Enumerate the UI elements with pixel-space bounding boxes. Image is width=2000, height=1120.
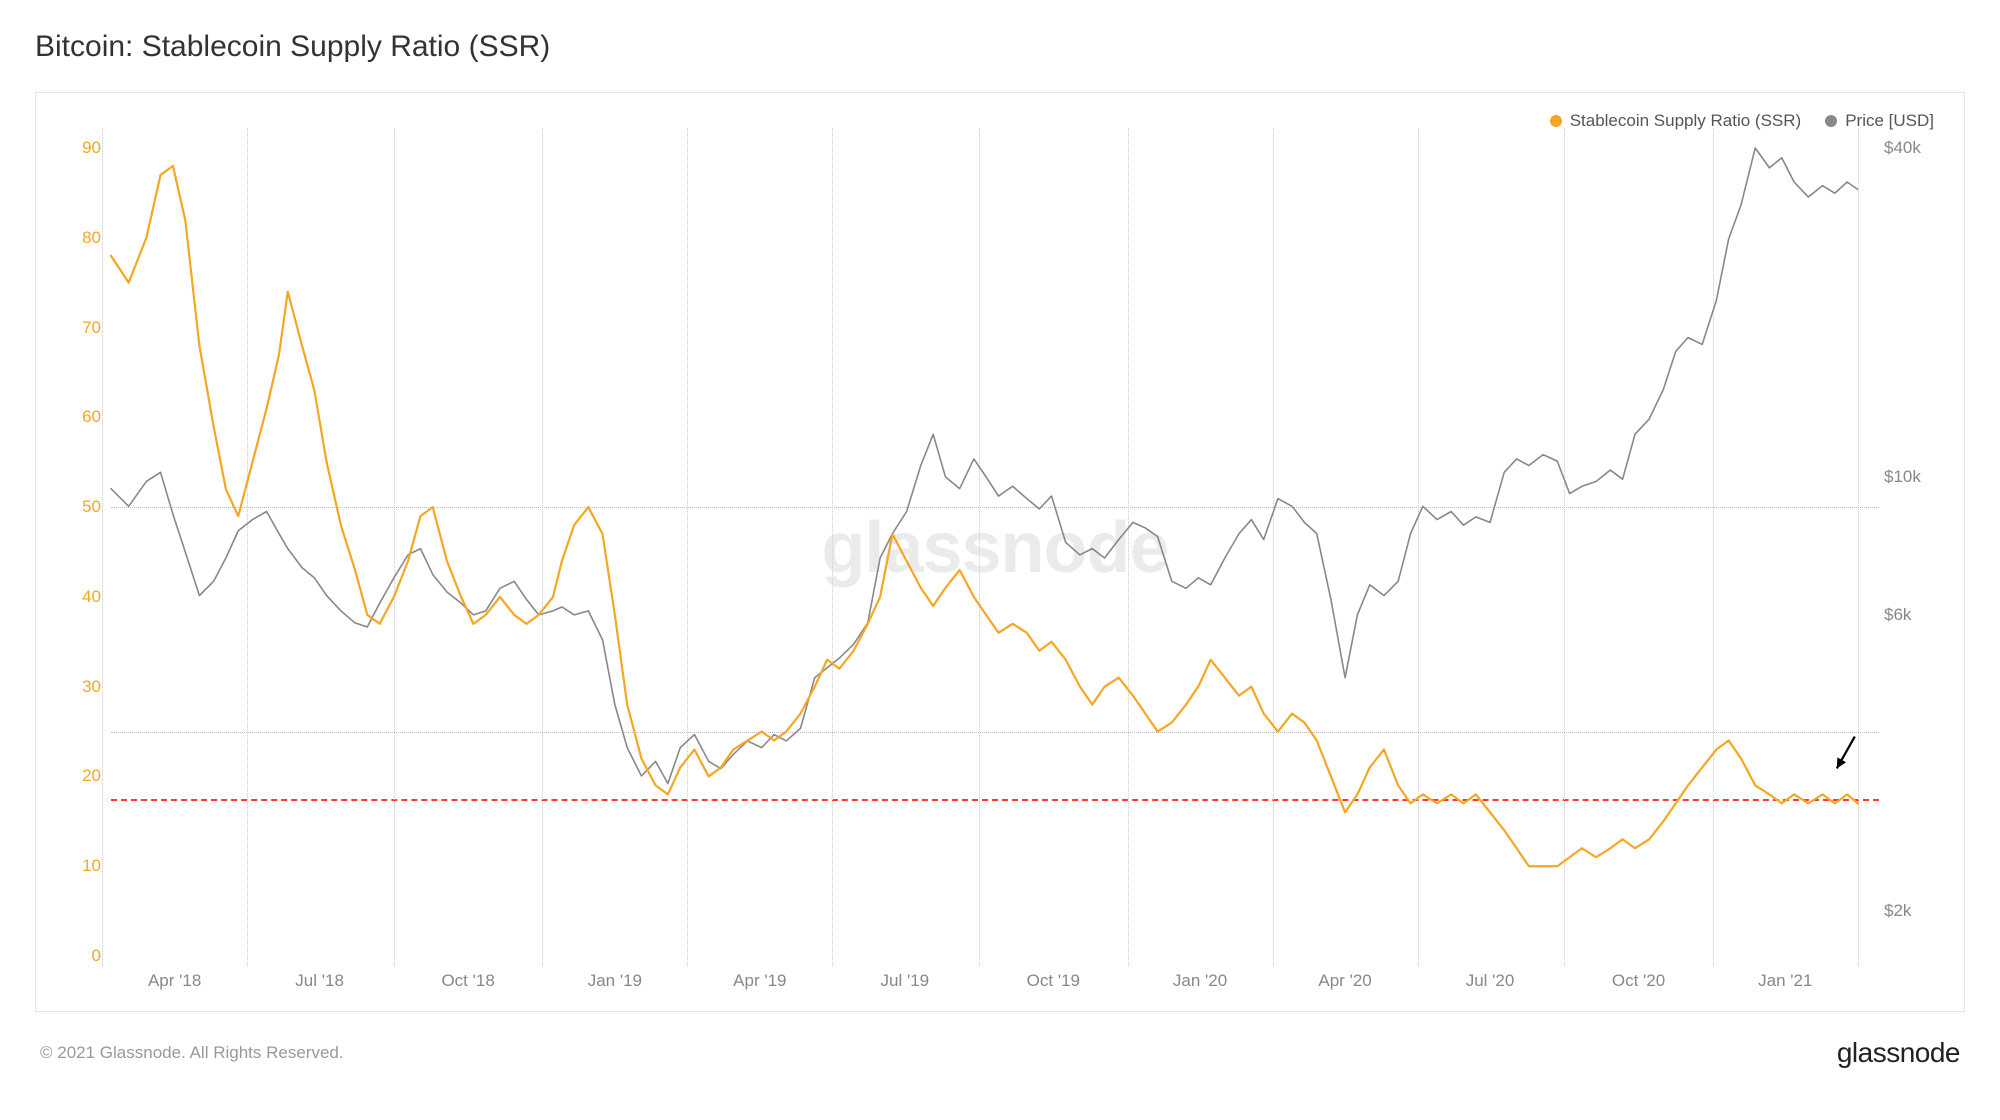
chart-container: Stablecoin Supply Ratio (SSR) Price [USD… bbox=[35, 92, 1965, 1012]
y-left-tick: 70 bbox=[66, 318, 101, 338]
y-right-tick: $6k bbox=[1884, 605, 1944, 625]
y-left-tick: 80 bbox=[66, 228, 101, 248]
legend: Stablecoin Supply Ratio (SSR) Price [USD… bbox=[1550, 111, 1934, 131]
x-tick: Apr '19 bbox=[733, 971, 786, 991]
y-left-tick: 60 bbox=[66, 407, 101, 427]
x-tick: Jul '20 bbox=[1466, 971, 1515, 991]
y-left-tick: 0 bbox=[66, 946, 101, 966]
y-left-tick: 10 bbox=[66, 856, 101, 876]
x-tick: Apr '20 bbox=[1318, 971, 1371, 991]
x-tick: Jan '20 bbox=[1173, 971, 1227, 991]
x-tick: Oct '18 bbox=[441, 971, 494, 991]
brand-logo: glassnode bbox=[1837, 1037, 1960, 1069]
x-tick: Oct '20 bbox=[1612, 971, 1665, 991]
copyright-text: © 2021 Glassnode. All Rights Reserved. bbox=[40, 1043, 344, 1063]
y-right-tick: $2k bbox=[1884, 901, 1944, 921]
y-left-tick: 20 bbox=[66, 766, 101, 786]
legend-item-ssr: Stablecoin Supply Ratio (SSR) bbox=[1550, 111, 1802, 131]
y-left-tick: 90 bbox=[66, 138, 101, 158]
chart-title: Bitcoin: Stablecoin Supply Ratio (SSR) bbox=[35, 30, 1965, 64]
x-tick: Jul '18 bbox=[295, 971, 344, 991]
y-right-tick: $10k bbox=[1884, 467, 1944, 487]
y-right-tick: $40k bbox=[1884, 138, 1944, 158]
x-tick: Jan '21 bbox=[1758, 971, 1812, 991]
grid-vertical bbox=[102, 128, 103, 966]
x-tick: Apr '18 bbox=[148, 971, 201, 991]
ssr-line bbox=[111, 166, 1858, 866]
legend-item-price: Price [USD] bbox=[1825, 111, 1934, 131]
y-left-tick: 50 bbox=[66, 497, 101, 517]
legend-dot-ssr bbox=[1550, 115, 1562, 127]
x-tick: Jan '19 bbox=[588, 971, 642, 991]
y-left-tick: 30 bbox=[66, 677, 101, 697]
footer: © 2021 Glassnode. All Rights Reserved. g… bbox=[35, 1037, 1965, 1069]
legend-label-ssr: Stablecoin Supply Ratio (SSR) bbox=[1570, 111, 1802, 131]
x-tick: Jul '19 bbox=[881, 971, 930, 991]
y-left-tick: 40 bbox=[66, 587, 101, 607]
chart-svg bbox=[111, 148, 1879, 956]
legend-dot-price bbox=[1825, 115, 1837, 127]
price-line bbox=[111, 148, 1858, 784]
x-tick: Oct '19 bbox=[1027, 971, 1080, 991]
plot-area: glassnode 0102030405060708090$2k$6k$10k$… bbox=[111, 148, 1879, 956]
